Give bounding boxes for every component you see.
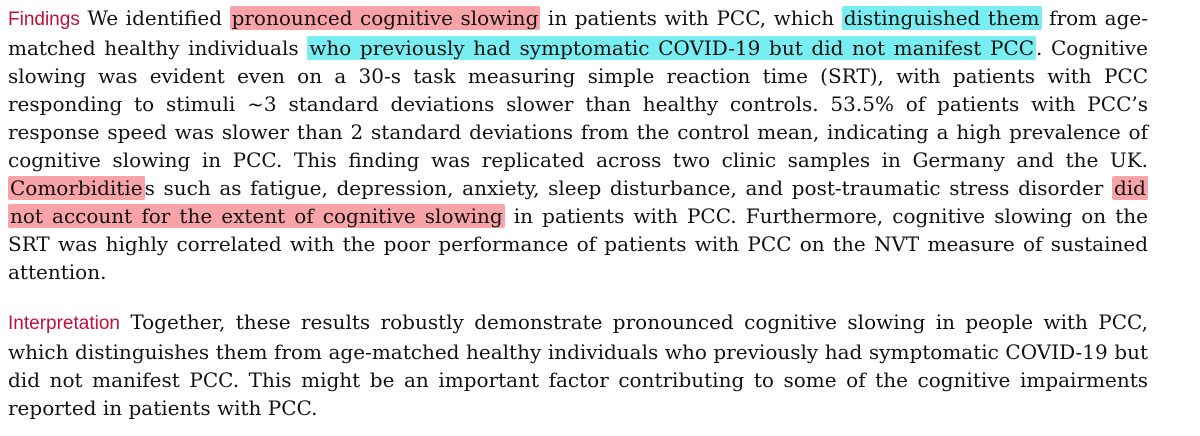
body-text: in patients with PCC, which <box>540 6 842 30</box>
highlighted-text-red: Comorbiditie <box>8 176 145 200</box>
body-text: We identified <box>79 6 230 30</box>
body-text: . Cognitive slowing was evident even on … <box>8 36 1148 172</box>
body-text: from age-matched healthy individuals <box>8 6 1149 60</box>
findings-paragraph: Findings We identified pronounced cognit… <box>8 4 1148 286</box>
body-text: Together, these results robustly demonst… <box>8 310 1148 420</box>
body-text: in patients with PCC. Furthermore, cogni… <box>8 204 1148 284</box>
interpretation-paragraph: Interpretation Together, these results r… <box>8 308 1148 422</box>
interpretation-heading: Interpretation <box>8 313 120 334</box>
abstract-excerpt: Findings We identified pronounced cognit… <box>8 4 1148 422</box>
highlighted-text-red: pronounced cognitive slowing <box>229 6 541 30</box>
highlighted-text-cyan: who previously had symptomatic COVID-19 … <box>307 36 1037 60</box>
body-text: s such as fatigue, depression, anxiety, … <box>144 176 1112 200</box>
findings-heading: Findings <box>8 9 80 30</box>
highlighted-text-cyan: distinguished them <box>841 6 1042 30</box>
